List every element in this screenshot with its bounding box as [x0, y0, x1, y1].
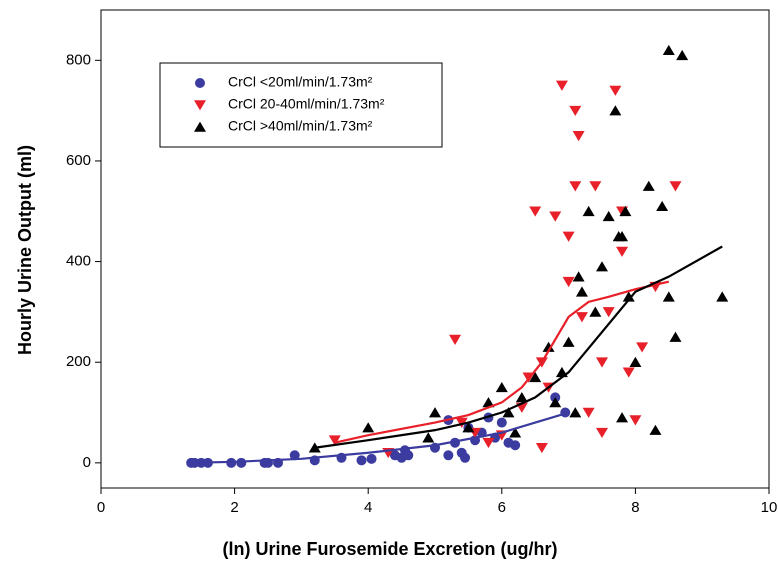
point — [555, 366, 568, 378]
point — [589, 306, 602, 317]
point — [449, 334, 462, 345]
point — [569, 105, 582, 117]
x-tick-label: 4 — [364, 499, 372, 516]
point — [509, 427, 522, 438]
point — [362, 422, 375, 433]
point — [649, 424, 662, 435]
point — [462, 422, 475, 433]
x-axis-label: (ln) Urine Furosemide Excretion (ug/hr) — [222, 539, 557, 559]
point — [356, 455, 367, 466]
point — [669, 331, 682, 342]
legend-marker — [195, 78, 205, 88]
point — [422, 432, 435, 443]
point — [662, 291, 675, 302]
point — [619, 205, 632, 217]
point — [555, 80, 568, 91]
point — [582, 407, 595, 418]
point — [622, 367, 635, 378]
point — [636, 342, 649, 353]
point — [575, 312, 588, 323]
point — [562, 336, 575, 347]
point — [562, 276, 575, 288]
point — [596, 427, 608, 439]
point — [572, 130, 585, 142]
point — [549, 397, 562, 408]
point — [328, 435, 341, 446]
point — [596, 357, 608, 368]
point — [716, 291, 729, 302]
point — [236, 457, 247, 468]
y-axis-label: Hourly Urine Output (ml) — [15, 145, 35, 355]
point — [596, 261, 608, 272]
point — [443, 450, 454, 461]
trend-line — [187, 411, 569, 464]
point — [642, 180, 655, 191]
point — [496, 417, 507, 428]
x-tick-label: 2 — [230, 499, 238, 516]
legend-box — [159, 62, 443, 148]
y-tick-label: 600 — [66, 152, 91, 169]
y-tick-label: 400 — [66, 253, 91, 270]
point — [429, 407, 441, 418]
point — [366, 453, 377, 464]
point — [510, 440, 521, 451]
point — [669, 181, 682, 192]
point — [616, 246, 629, 257]
point — [535, 442, 548, 454]
point — [562, 231, 575, 242]
point — [629, 415, 642, 426]
point — [676, 49, 689, 61]
point — [495, 381, 508, 393]
x-tick-label: 10 — [761, 499, 778, 516]
point — [582, 205, 595, 217]
point — [403, 450, 414, 461]
y-tick-label: 0 — [83, 454, 91, 471]
point — [482, 437, 495, 449]
legend-label: CrCl <20ml/min/1.73m² — [228, 74, 373, 90]
point — [572, 271, 585, 282]
point — [602, 210, 615, 222]
point — [455, 417, 468, 428]
trend-line — [314, 245, 723, 449]
point — [656, 200, 669, 212]
point — [602, 307, 615, 318]
point — [502, 407, 515, 418]
point — [622, 291, 635, 302]
plot-frame — [100, 9, 770, 489]
point — [662, 44, 675, 56]
point — [616, 231, 629, 242]
trend-line — [334, 280, 670, 444]
point — [589, 181, 602, 192]
legend: CrCl <20ml/min/1.73m² CrCl 20-40ml/min/1.… — [159, 62, 443, 148]
legend-label: CrCl >40ml/min/1.73m² — [228, 118, 373, 134]
legend-marker — [194, 100, 206, 111]
point — [542, 341, 555, 352]
point — [529, 206, 542, 217]
point — [549, 211, 562, 222]
point — [629, 356, 642, 368]
point — [575, 286, 588, 297]
point — [569, 181, 582, 192]
legend-label: CrCl 20-40ml/min/1.73m² — [228, 96, 385, 112]
y-tick-label: 200 — [66, 353, 91, 370]
point — [482, 397, 495, 408]
point — [569, 407, 582, 418]
point — [289, 450, 300, 461]
x-tick-label: 0 — [97, 499, 105, 516]
point — [515, 392, 528, 403]
x-tick-label: 8 — [631, 499, 639, 516]
x-tick-label: 6 — [498, 499, 506, 516]
point — [609, 85, 622, 96]
point — [460, 452, 471, 463]
point — [529, 371, 542, 383]
point — [609, 105, 622, 116]
y-tick-label: 800 — [66, 51, 91, 68]
legend-marker — [194, 121, 206, 132]
point — [616, 412, 629, 423]
